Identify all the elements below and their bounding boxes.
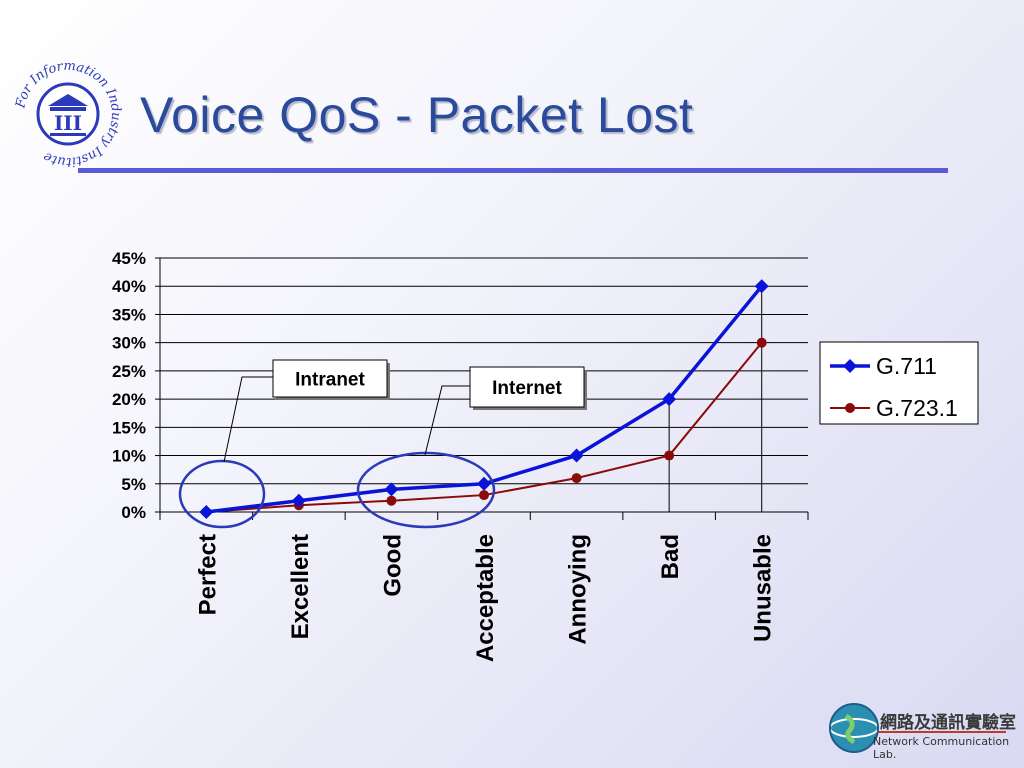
logo-mark: III bbox=[54, 111, 82, 135]
y-tick-label: 40% bbox=[112, 277, 146, 296]
institute-logo: III For Information Industry Institute bbox=[13, 59, 123, 169]
logo-ring bbox=[36, 82, 100, 146]
intranet-callout-leader bbox=[223, 376, 273, 463]
data-point-g7231 bbox=[386, 495, 397, 506]
data-point-g7231 bbox=[664, 450, 675, 461]
y-tick-label: 45% bbox=[112, 249, 146, 268]
lab-name-english: Network Communication Lab. bbox=[873, 735, 1010, 761]
legend-label: G.711 bbox=[876, 353, 937, 379]
legend-label: G.723.1 bbox=[876, 395, 958, 421]
y-tick-label: 10% bbox=[112, 447, 146, 466]
intranet-callout-box bbox=[272, 359, 388, 398]
data-point-g711 bbox=[754, 279, 769, 294]
title-divider bbox=[78, 168, 948, 173]
internet-callout-box bbox=[469, 366, 585, 408]
intranet-callout-label: Intranet bbox=[295, 370, 365, 391]
y-axis: 0% 5% 10% 15% 20% 25% 30% 35% 40% 45% bbox=[112, 249, 161, 522]
logo-roof bbox=[48, 94, 88, 106]
y-tick-label: 0% bbox=[121, 503, 146, 522]
chart-annotations: Intranet Internet bbox=[178, 359, 587, 529]
lab-name-chinese: 網路及通訊實驗室 bbox=[880, 713, 1016, 733]
data-point-g711 bbox=[569, 448, 584, 463]
x-tick-label: Bad bbox=[657, 534, 684, 579]
data-point-g711 bbox=[662, 392, 677, 407]
slide-title: Voice QoS - Packet Lost bbox=[140, 87, 694, 143]
y-tick-label: 25% bbox=[112, 362, 146, 381]
internet-callout-label: Internet bbox=[492, 378, 562, 399]
data-point-g711 bbox=[291, 493, 306, 508]
data-point-g711 bbox=[384, 482, 399, 497]
logo-beam bbox=[50, 107, 86, 111]
legend-swatch-marker bbox=[845, 403, 855, 413]
y-tick-label: 35% bbox=[112, 305, 146, 324]
intranet-highlight-ellipse bbox=[178, 459, 266, 529]
lab-name-divider bbox=[878, 731, 1006, 733]
chart-legend: G.711 G.723.1 bbox=[819, 341, 979, 425]
lab-logo bbox=[829, 703, 879, 753]
x-axis: Perfect Excellent Good Acceptable Annoying Ba… bbox=[159, 511, 809, 662]
x-tick-label: Annoying bbox=[565, 534, 592, 645]
y-tick-label: 15% bbox=[112, 418, 146, 437]
y-tick-label: 20% bbox=[112, 390, 146, 409]
legend-swatch-marker bbox=[843, 359, 857, 373]
data-point-g7231 bbox=[571, 473, 582, 484]
data-point-g711 bbox=[477, 476, 491, 491]
x-tick-label: Good bbox=[379, 534, 406, 597]
x-tick-label: Unusable bbox=[750, 534, 777, 642]
logo-base bbox=[50, 133, 86, 136]
chart-series bbox=[199, 279, 769, 519]
data-point-g7231 bbox=[756, 337, 767, 348]
data-point-g711 bbox=[199, 505, 214, 519]
internet-callout-leader bbox=[424, 385, 470, 456]
y-tick-label: 5% bbox=[121, 475, 146, 494]
data-point-g7231 bbox=[479, 490, 489, 501]
x-tick-label: Perfect bbox=[194, 534, 221, 615]
x-tick-label: Excellent bbox=[287, 534, 314, 639]
y-tick-label: 30% bbox=[112, 334, 146, 353]
x-tick-label: Acceptable bbox=[472, 534, 499, 662]
